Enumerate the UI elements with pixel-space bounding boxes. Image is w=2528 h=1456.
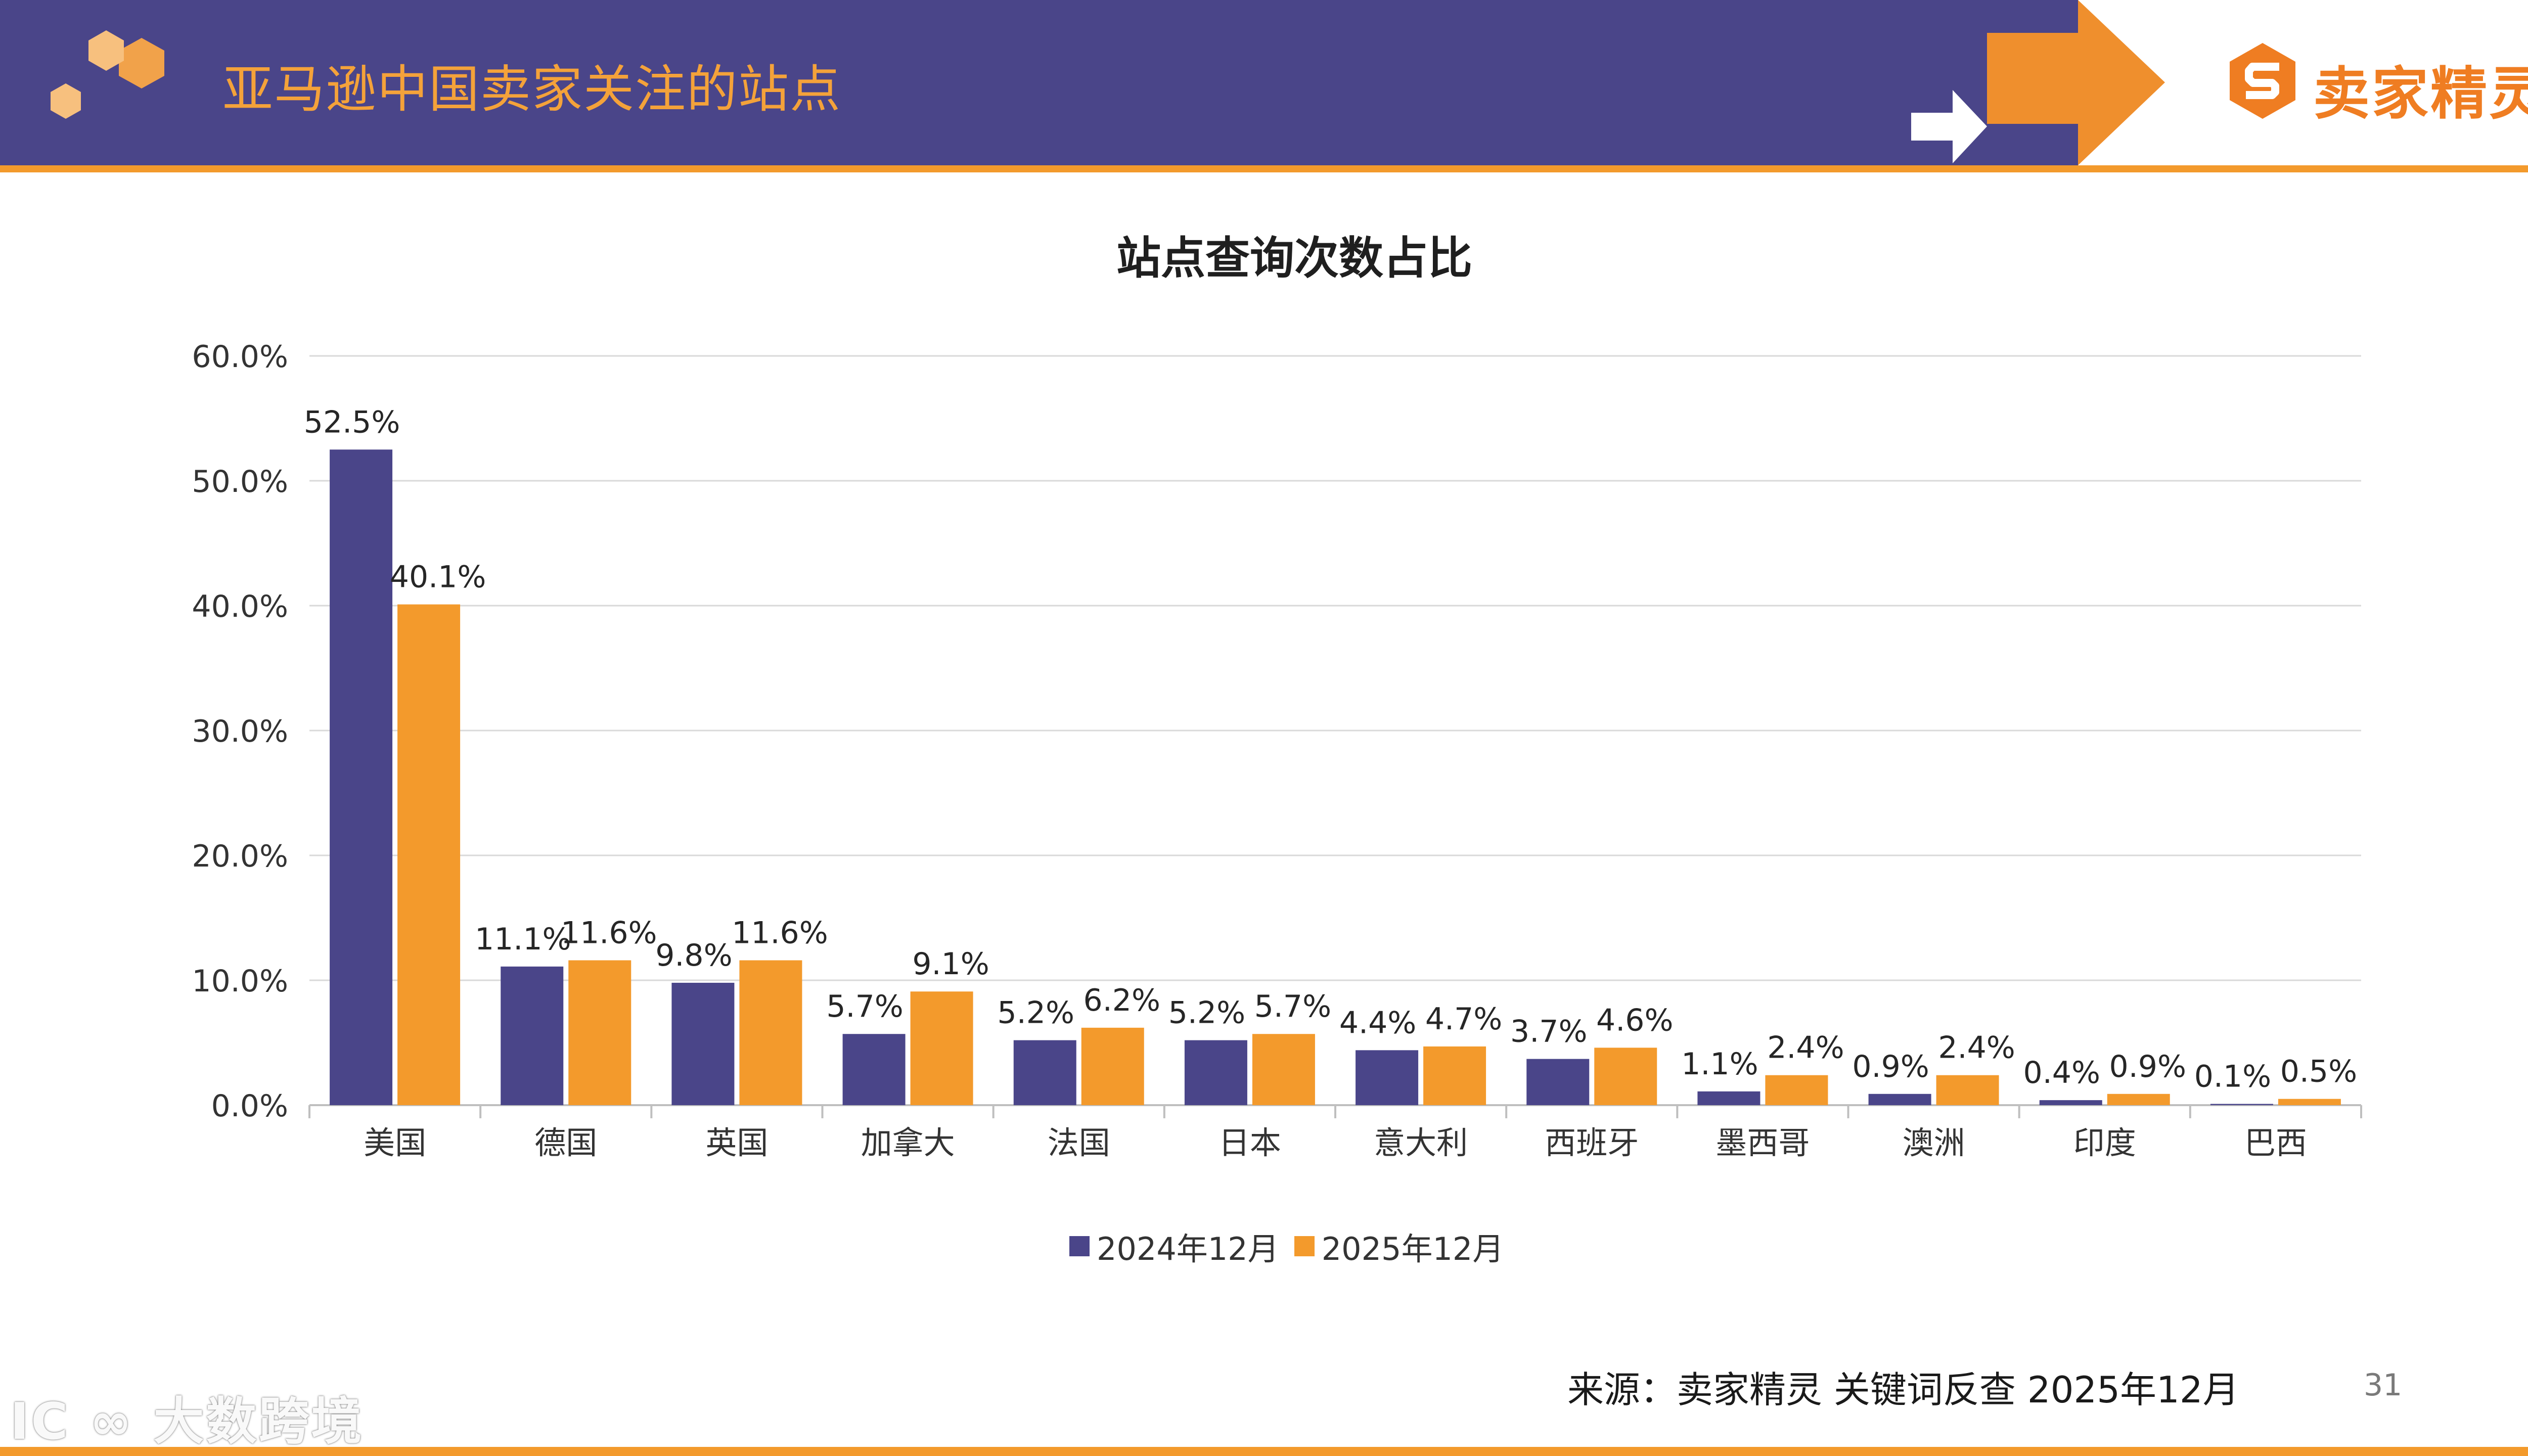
legend-swatch-2024 — [1069, 1236, 1090, 1256]
chart-title: 站点查询次数占比 — [1116, 232, 1472, 284]
bar-2025 — [1936, 1075, 1999, 1105]
bar-2024 — [501, 966, 564, 1105]
bar-2024 — [2039, 1100, 2102, 1105]
legend-label-2025: 2025年12月 — [1321, 1231, 1504, 1267]
data-label-2025: 4.7% — [1425, 1002, 1502, 1037]
data-label-2024: 11.1% — [475, 922, 571, 957]
watermark: IC ∞ 大数跨境 — [10, 1380, 364, 1453]
bar-2025 — [1081, 1027, 1144, 1105]
data-label-2024: 5.2% — [998, 995, 1074, 1031]
data-label-2024: 4.4% — [1339, 1005, 1416, 1040]
y-tick-label: 10.0% — [192, 964, 288, 999]
hexagon-medium — [88, 30, 124, 71]
bar-2024 — [1868, 1094, 1931, 1105]
bar-2025 — [910, 991, 973, 1105]
hexagon-small — [51, 83, 81, 119]
data-label-2025: 2.4% — [1767, 1030, 1844, 1066]
bar-2025 — [739, 960, 802, 1105]
data-label-2024: 52.5% — [304, 404, 400, 440]
data-label-2025: 6.2% — [1084, 983, 1160, 1018]
x-tick-label: 墨西哥 — [1716, 1124, 1810, 1161]
hexagon-cluster-icon — [51, 30, 164, 119]
data-label-2024: 3.7% — [1510, 1014, 1587, 1050]
y-tick-label: 0.0% — [211, 1088, 288, 1124]
x-tick-label: 美国 — [364, 1124, 426, 1161]
header-stripe — [0, 165, 2528, 172]
y-tick-label: 40.0% — [192, 589, 288, 624]
bar-2025 — [2278, 1099, 2341, 1105]
bar-2025 — [1594, 1048, 1657, 1105]
data-label-2024: 0.1% — [2194, 1059, 2271, 1095]
bar-2025 — [1252, 1034, 1315, 1105]
x-tick-label: 巴西 — [2244, 1124, 2307, 1161]
data-label-2024: 9.8% — [655, 938, 732, 973]
hexagon-large — [119, 38, 164, 88]
legend-label-2024: 2024年12月 — [1097, 1231, 1279, 1267]
x-tick-label: 加拿大 — [861, 1124, 955, 1161]
bar-2024 — [330, 449, 393, 1105]
footer-stripe — [0, 1447, 2528, 1456]
bar-2025 — [1423, 1046, 1486, 1105]
seller-sprite-logo: 卖家精灵 — [2225, 35, 2528, 127]
x-tick-label: 英国 — [705, 1124, 768, 1161]
bar-2025 — [397, 604, 461, 1105]
watermark-icon: IC ∞ — [10, 1392, 154, 1451]
y-tick-label: 20.0% — [192, 839, 288, 874]
x-tick-label: 意大利 — [1374, 1124, 1468, 1161]
x-tick-label: 澳洲 — [1903, 1124, 1965, 1161]
data-label-2025: 40.1% — [390, 560, 486, 595]
data-label-2024: 0.4% — [2023, 1055, 2100, 1090]
page-title: 亚马逊中国卖家关注的站点 — [222, 60, 841, 119]
legend-item-2025: 2025年12月 — [1294, 1223, 1504, 1269]
bar-2024 — [671, 982, 735, 1105]
bar-2025 — [568, 960, 631, 1105]
data-label-2024: 1.1% — [1681, 1046, 1758, 1082]
y-tick-label: 60.0% — [192, 339, 288, 375]
data-label-2025: 11.6% — [561, 915, 657, 950]
data-label-2024: 5.7% — [826, 989, 903, 1024]
x-tick-label: 日本 — [1218, 1124, 1281, 1161]
data-label-2025: 2.4% — [1938, 1030, 2015, 1066]
data-label-2025: 0.5% — [2280, 1054, 2357, 1089]
bar-2024 — [1356, 1050, 1419, 1105]
data-label-2025: 11.6% — [732, 915, 828, 950]
legend-item-2024: 2024年12月 — [1069, 1223, 1279, 1269]
x-tick-label: 印度 — [2073, 1124, 2136, 1161]
x-tick-label: 西班牙 — [1545, 1124, 1639, 1161]
data-label-2025: 4.6% — [1596, 1003, 1673, 1038]
large-arrow-icon — [1987, 0, 2165, 165]
data-label-2024: 5.2% — [1168, 995, 1245, 1031]
bar-2025 — [2107, 1094, 2170, 1105]
bar-2024 — [2210, 1104, 2273, 1105]
x-tick-label: 法国 — [1048, 1124, 1110, 1161]
legend-swatch-2025 — [1294, 1236, 1315, 1256]
bar-2025 — [1765, 1075, 1828, 1105]
bar-2024 — [842, 1034, 906, 1105]
source-note: 来源：卖家精灵 关键词反查 2025年12月 — [1567, 1369, 2239, 1411]
watermark-text: 大数跨境 — [153, 1392, 364, 1451]
small-arrow-icon — [1911, 90, 1987, 163]
data-label-2025: 0.9% — [2109, 1049, 2186, 1084]
data-label-2025: 9.1% — [912, 946, 989, 982]
chart-legend: 2024年12月 2025年12月 — [1069, 1223, 1504, 1269]
y-tick-label: 30.0% — [192, 714, 288, 749]
bar-2024 — [1697, 1091, 1760, 1105]
header-band — [0, 0, 2078, 165]
seller-sprite-s-icon — [2230, 43, 2295, 119]
bar-2024 — [1526, 1059, 1590, 1105]
bar-2024 — [1184, 1040, 1247, 1105]
page-number: 31 — [2364, 1368, 2403, 1403]
y-tick-label: 50.0% — [192, 464, 288, 499]
logo-text: 卖家精灵 — [2313, 61, 2528, 127]
bar-2024 — [1013, 1040, 1076, 1105]
x-tick-label: 德国 — [534, 1124, 597, 1161]
data-label-2024: 0.9% — [1852, 1049, 1929, 1084]
data-label-2025: 5.7% — [1254, 989, 1331, 1024]
